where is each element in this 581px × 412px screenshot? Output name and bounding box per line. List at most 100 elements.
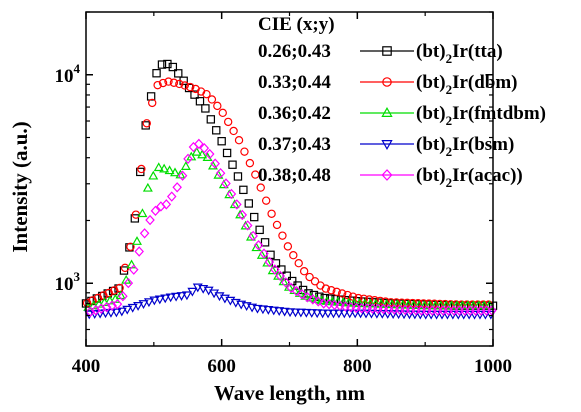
data-point (217, 137, 226, 146)
data-point (222, 148, 232, 158)
data-point (365, 295, 374, 304)
data-point (150, 205, 161, 217)
data-point (280, 277, 291, 288)
data-point (159, 163, 170, 173)
data-point (201, 104, 210, 113)
data-point (311, 293, 322, 303)
legend-series-name: (bt)2Ir(tta) (416, 41, 503, 66)
data-point (313, 296, 324, 307)
legend-name-subscript: 2 (446, 51, 453, 66)
data-point (132, 236, 142, 245)
data-point (165, 293, 176, 303)
data-point (297, 289, 307, 300)
data-point (295, 308, 306, 318)
data-point (204, 148, 215, 160)
data-point (130, 214, 140, 223)
data-point (355, 309, 366, 319)
data-point (260, 238, 270, 247)
data-point (264, 256, 275, 268)
data-point (168, 62, 178, 72)
data-point (202, 152, 213, 161)
data-point (251, 242, 262, 252)
data-point (172, 182, 182, 193)
legend-marker (381, 106, 393, 117)
data-point (164, 77, 173, 86)
data-point (483, 301, 492, 310)
data-point (133, 302, 144, 311)
x-tick-label: 400 (72, 356, 101, 377)
data-point (226, 188, 237, 200)
data-point (302, 292, 313, 303)
data-point (157, 60, 167, 69)
data-point (112, 298, 123, 310)
data-point (248, 230, 258, 242)
data-point (181, 291, 192, 301)
data-point (327, 286, 336, 295)
data-point (393, 310, 404, 320)
data-point (137, 164, 146, 174)
legend-series-name: (bt)2Ir(bsm) (416, 134, 514, 159)
data-point (361, 309, 372, 319)
data-point (252, 304, 263, 314)
data-point (148, 98, 157, 108)
data-point (247, 303, 258, 313)
data-point (464, 310, 475, 320)
data-point (257, 305, 268, 315)
data-point (148, 170, 159, 180)
data-point (85, 306, 96, 317)
data-point (259, 248, 269, 259)
data-point (99, 291, 108, 300)
legend-cie-value: 0.38;0.48 (258, 165, 331, 186)
legend-name-suffix: Ir(dbm) (452, 72, 517, 93)
data-point (153, 162, 164, 172)
data-point (145, 214, 155, 226)
data-point (180, 161, 191, 170)
data-point (267, 209, 276, 218)
data-point (90, 305, 101, 316)
legend-name-prefix: (bt) (416, 41, 446, 62)
legend-name-suffix: Ir(tta) (452, 41, 503, 62)
data-point (104, 288, 113, 298)
data-point (152, 69, 161, 78)
data-point (270, 264, 280, 275)
y-tick-label: 103 (55, 269, 81, 295)
data-point (255, 225, 264, 235)
legend-marker (381, 140, 393, 151)
legend-entry: 0.36;0.42 (bt)2Ir(fmtdbm) (258, 103, 546, 128)
data-point (261, 196, 271, 205)
data-point (328, 309, 339, 319)
data-point (191, 146, 202, 156)
data-point (122, 305, 133, 315)
data-point (101, 301, 112, 313)
data-point (289, 251, 298, 260)
legend-marker (381, 169, 393, 181)
data-point (329, 299, 340, 311)
data-point (170, 167, 180, 177)
data-point (316, 281, 325, 290)
data-point (164, 165, 175, 175)
data-point (228, 160, 237, 169)
data-point (240, 147, 249, 156)
legend-marker (382, 46, 392, 56)
data-point (174, 69, 183, 78)
legend-cie-value: 0.33;0.44 (258, 72, 331, 93)
data-point (266, 250, 275, 260)
data-point (195, 97, 205, 106)
data-point (251, 170, 260, 179)
data-point (409, 310, 420, 320)
legend-marker (382, 77, 392, 87)
data-point (332, 287, 341, 297)
data-point (487, 305, 497, 316)
data-point (317, 309, 328, 319)
data-point (115, 283, 124, 293)
data-point (166, 191, 177, 202)
legend-series-name: (bt)2Ir(fmtdbm) (416, 103, 546, 128)
series-5 (85, 138, 497, 317)
legend-name-prefix: (bt) (416, 103, 446, 124)
data-point (123, 277, 134, 289)
data-point (110, 286, 119, 295)
legend-cie-value: 0.37;0.43 (258, 134, 331, 155)
y-tick-base: 10 (55, 66, 74, 87)
data-point (234, 136, 244, 145)
data-point (169, 78, 179, 87)
